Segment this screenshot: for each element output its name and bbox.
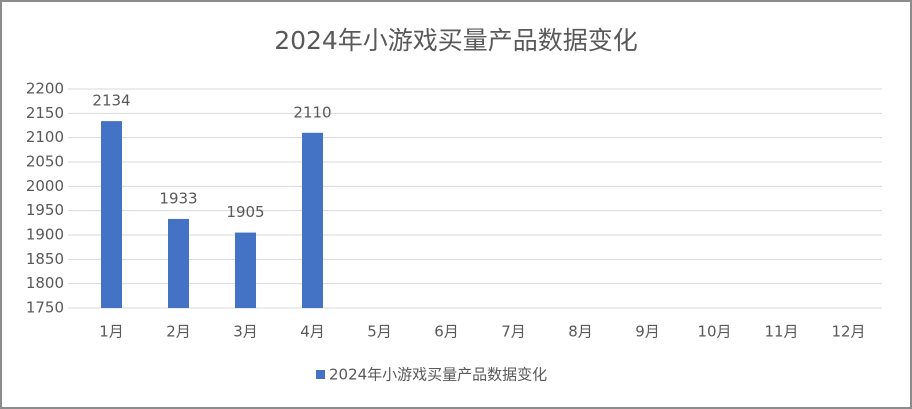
chart-title: 2024年小游戏买量产品数据变化 <box>274 26 638 55</box>
y-tick-label: 2100 <box>26 128 64 146</box>
x-tick-label: 6月 <box>434 323 459 341</box>
legend-swatch <box>316 370 325 379</box>
bar <box>302 132 323 308</box>
data-label: 2134 <box>92 92 130 110</box>
x-tick-label: 3月 <box>233 323 258 341</box>
x-tick-label: 10月 <box>697 323 731 341</box>
x-tick-label: 8月 <box>568 323 593 341</box>
x-tick-label: 9月 <box>635 323 660 341</box>
bar <box>168 218 189 308</box>
y-tick-label: 2000 <box>26 177 64 195</box>
x-tick-label: 11月 <box>764 323 798 341</box>
y-tick-label: 2150 <box>26 104 64 122</box>
y-tick-label: 1750 <box>26 299 64 317</box>
bar <box>235 232 256 308</box>
x-tick-label: 12月 <box>831 323 865 341</box>
x-tick-label: 7月 <box>501 323 526 341</box>
y-tick-label: 1950 <box>26 201 64 219</box>
y-tick-label: 1800 <box>26 274 64 292</box>
legend-label: 2024年小游戏买量产品数据变化 <box>329 366 547 384</box>
bar <box>101 121 122 309</box>
y-tick-label: 2200 <box>26 80 64 98</box>
y-tick-label: 1850 <box>26 250 64 268</box>
data-label: 1933 <box>159 189 197 207</box>
x-tick-label: 4月 <box>300 323 325 341</box>
x-tick-label: 5月 <box>367 323 392 341</box>
y-tick-label: 2050 <box>26 153 64 171</box>
y-tick-label: 1900 <box>26 226 64 244</box>
x-tick-label: 2月 <box>166 323 191 341</box>
x-tick-label: 1月 <box>99 323 124 341</box>
data-label: 2110 <box>293 103 331 121</box>
data-label: 1905 <box>226 203 264 221</box>
